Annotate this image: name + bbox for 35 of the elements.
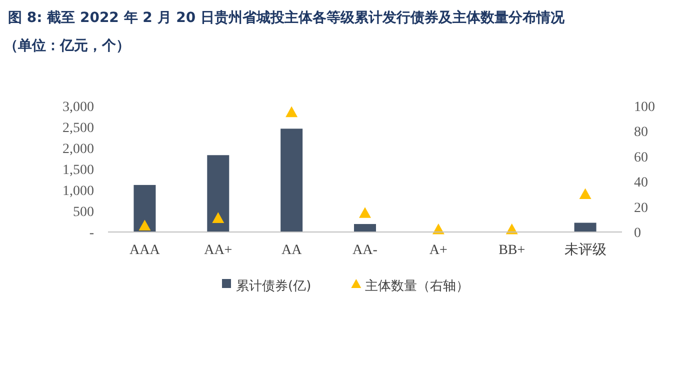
y2-tick-label: 20 xyxy=(634,200,648,216)
bar xyxy=(354,224,376,232)
y2-tick-label: 80 xyxy=(634,125,648,140)
y2-tick-label: 60 xyxy=(634,150,648,166)
bar xyxy=(280,128,303,232)
x-tick-label: BB+ xyxy=(498,243,526,258)
x-tick-label: A+ xyxy=(429,243,448,258)
legend-label: 主体数量（右轴） xyxy=(365,278,470,294)
bar xyxy=(207,155,230,232)
x-tick-label: AA- xyxy=(352,243,378,258)
x-tick-label: AAA xyxy=(130,243,161,258)
x-tick-label: 未评级 xyxy=(564,242,606,258)
point xyxy=(212,212,224,223)
point xyxy=(286,106,298,118)
y-tick-label: 1,500 xyxy=(62,163,94,178)
y-tick-label: 500 xyxy=(73,205,94,220)
y-tick-label: 3,000 xyxy=(62,100,94,115)
chart-title: 图 8: 截至 2022 年 2 月 20 日贵州省城投主体各等级累计发行债券及主体数量分布情况 xyxy=(8,9,566,26)
x-tick-label: AA+ xyxy=(204,243,232,258)
y-tick-label: 1,000 xyxy=(62,184,94,199)
y2-tick-label: 100 xyxy=(634,100,655,115)
point xyxy=(506,223,518,234)
point xyxy=(579,188,592,199)
y-tick-label: 2,000 xyxy=(62,142,94,157)
point xyxy=(359,207,371,218)
y-tick-label: - xyxy=(89,226,94,241)
y-tick-label: 2,500 xyxy=(62,121,94,136)
x-tick-label: AA xyxy=(281,243,303,258)
bar xyxy=(134,184,156,232)
chart-subtitle: （单位：亿元，个） xyxy=(4,38,130,54)
y2-tick-label: 0 xyxy=(634,226,641,241)
legend-label: 累计债券(亿) xyxy=(236,279,312,294)
bar xyxy=(574,222,596,232)
point xyxy=(138,220,151,230)
y2-tick-label: 40 xyxy=(634,176,648,191)
